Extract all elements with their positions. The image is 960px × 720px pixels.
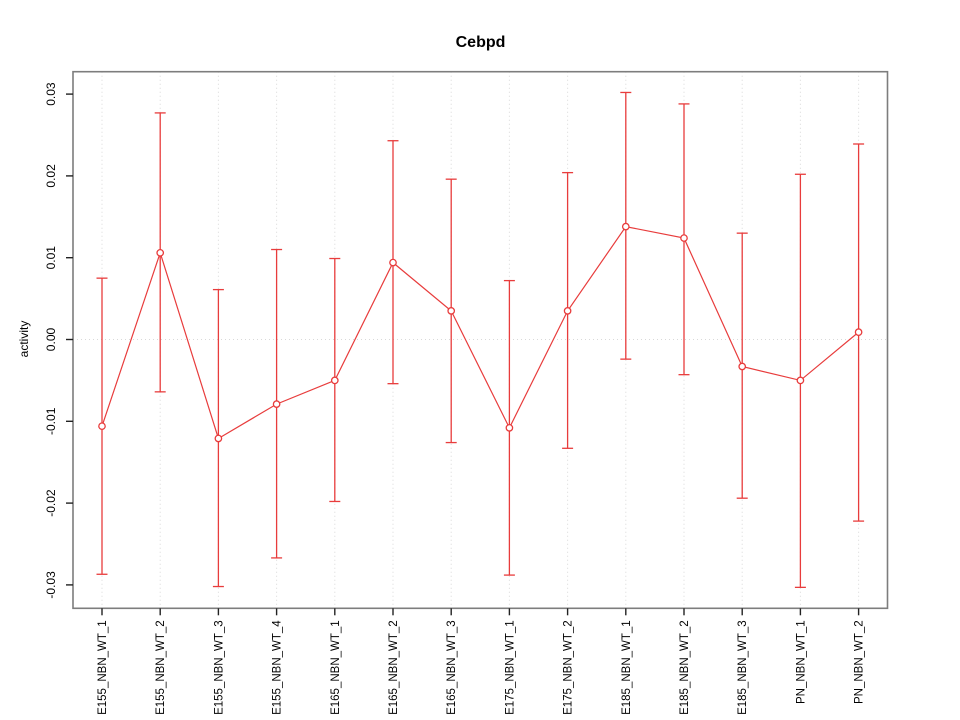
data-point	[563, 307, 572, 315]
series-line	[101, 225, 859, 440]
x-tick-label: PN_NBN_WT_2	[854, 620, 866, 704]
x-tick-label: E155_NBN_WT_3	[213, 620, 225, 715]
x-tick-label: E165_NBN_WT_2	[388, 620, 400, 715]
y-tick-label: 0.02	[44, 164, 58, 188]
x-tick-label: E155_NBN_WT_2	[155, 620, 167, 715]
data-point	[214, 434, 223, 443]
x-tick-label: E165_NBN_WT_1	[330, 620, 342, 715]
chart-title: Cebpd	[455, 34, 506, 51]
x-tick-label: E175_NBN_WT_1	[504, 620, 516, 715]
data-point	[796, 376, 805, 385]
y-tick-label: -0.03	[44, 571, 58, 599]
data-point	[447, 307, 456, 315]
x-tick-label: PN_NBN_WT_1	[795, 620, 807, 704]
x-tick-label: E165_NBN_WT_3	[446, 620, 458, 715]
x-tick-label: E185_NBN_WT_3	[737, 620, 749, 715]
y-axis-title: activity	[17, 320, 31, 358]
y-tick-label: -0.01	[44, 407, 58, 435]
data-point	[330, 376, 339, 385]
x-tick-label: E185_NBN_WT_1	[621, 620, 633, 715]
data-point	[272, 400, 281, 408]
data-point	[389, 258, 397, 267]
x-tick-label: E185_NBN_WT_2	[679, 620, 691, 715]
x-tick-label: E175_NBN_WT_2	[563, 620, 575, 715]
data-point	[854, 328, 863, 336]
data-point	[505, 423, 514, 432]
data-point	[98, 422, 106, 431]
y-tick-label: 0.03	[44, 82, 58, 106]
x-tick-label: E155_NBN_WT_4	[272, 620, 284, 715]
y-tick-label: 0.00	[44, 327, 58, 351]
data-point	[680, 234, 688, 242]
data-point	[738, 362, 747, 371]
data-point	[156, 248, 165, 257]
y-tick-label: 0.01	[44, 246, 58, 270]
data-point	[621, 222, 630, 231]
y-tick-label: -0.02	[44, 489, 58, 517]
x-tick-label: E155_NBN_WT_1	[97, 620, 109, 715]
